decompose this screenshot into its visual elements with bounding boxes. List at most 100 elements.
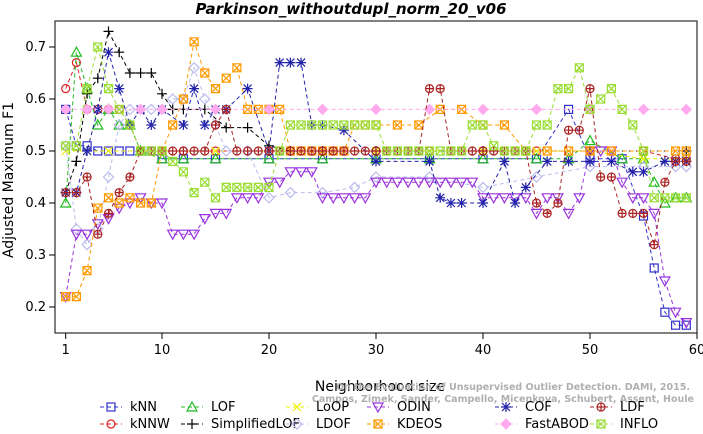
legend-item-simplifiedlof: SimplifiedLOF bbox=[181, 417, 300, 432]
legend-marker-inflo bbox=[596, 419, 606, 429]
y-tick-label: 0.3 bbox=[25, 248, 46, 263]
data-point-kdeos bbox=[542, 146, 552, 156]
data-point-inflo bbox=[296, 120, 306, 130]
data-point-cof bbox=[424, 156, 435, 167]
data-point-odin bbox=[423, 177, 436, 189]
series-ldof bbox=[59, 61, 693, 251]
data-point-knn bbox=[649, 263, 659, 273]
data-point-odin bbox=[658, 276, 671, 288]
data-point-ldf bbox=[168, 146, 178, 156]
data-point-ldof bbox=[124, 103, 136, 116]
data-point-odin bbox=[487, 193, 500, 205]
data-point-inflo bbox=[681, 193, 691, 203]
data-point-ldof bbox=[477, 181, 489, 194]
data-point-odin bbox=[434, 177, 447, 189]
data-point-inflo bbox=[371, 120, 381, 130]
x-tick-label: 1 bbox=[62, 343, 70, 358]
data-point-lof bbox=[530, 152, 543, 164]
y-tick-label: 0.7 bbox=[25, 40, 46, 55]
data-point-odin bbox=[562, 208, 575, 220]
legend-marker-kdeos bbox=[373, 419, 383, 429]
data-point-simplifiedlof bbox=[146, 68, 157, 78]
plot-area bbox=[54, 20, 698, 334]
data-point-odin bbox=[348, 193, 361, 205]
data-point-inflo bbox=[606, 84, 616, 94]
data-point-knn bbox=[670, 320, 681, 330]
data-point-odin bbox=[669, 307, 682, 319]
data-point-cof bbox=[435, 192, 446, 203]
data-point-odin bbox=[455, 177, 468, 189]
data-point-inflo bbox=[617, 104, 627, 114]
legend-label-simplifiedlof: SimplifiedLOF bbox=[211, 417, 300, 432]
data-point-inflo bbox=[392, 146, 402, 156]
data-point-simplifiedlof bbox=[82, 88, 93, 99]
data-point-fastabod bbox=[423, 103, 436, 116]
data-point-kdeos bbox=[392, 120, 402, 130]
data-point-cof bbox=[445, 198, 456, 208]
data-point-cof bbox=[659, 156, 670, 167]
data-point-lof bbox=[476, 152, 490, 164]
data-point-ldf bbox=[596, 172, 606, 182]
data-point-odin bbox=[412, 177, 425, 189]
data-point-inflo bbox=[210, 193, 221, 203]
data-point-inflo bbox=[360, 120, 370, 130]
legend-item-lof: LOF bbox=[181, 400, 236, 415]
data-point-ldof bbox=[220, 145, 233, 157]
data-point-odin bbox=[380, 177, 393, 189]
data-point-inflo bbox=[317, 120, 328, 130]
legend-label-odin: ODIN bbox=[397, 400, 431, 415]
data-point-ldf bbox=[317, 146, 328, 156]
series-line-cof bbox=[65, 52, 687, 205]
data-point-odin bbox=[295, 167, 308, 179]
data-point-odin bbox=[70, 229, 83, 241]
data-point-ldf bbox=[178, 146, 189, 156]
data-point-simplifiedlof bbox=[242, 122, 253, 133]
data-point-lof bbox=[616, 152, 629, 164]
data-point-odin bbox=[680, 318, 693, 329]
data-point-fastabod bbox=[637, 103, 650, 116]
data-point-knn bbox=[660, 307, 670, 317]
legend-item-ldof: LDOF bbox=[286, 417, 351, 432]
data-point-odin bbox=[155, 198, 169, 210]
data-point-inflo bbox=[489, 141, 499, 151]
data-point-odin bbox=[498, 193, 511, 205]
legend-marker-odin bbox=[371, 402, 385, 414]
data-point-odin bbox=[637, 193, 650, 205]
data-point-odin bbox=[123, 198, 136, 210]
data-point-inflo bbox=[178, 167, 188, 177]
data-point-inflo bbox=[521, 146, 531, 156]
data-point-odin bbox=[230, 193, 243, 205]
data-point-inflo bbox=[275, 146, 285, 156]
data-point-odin bbox=[573, 193, 586, 205]
series-odin bbox=[59, 146, 693, 329]
data-point-odin bbox=[262, 177, 276, 189]
data-point-inflo bbox=[382, 146, 392, 156]
data-point-loop bbox=[639, 154, 648, 164]
data-point-ldf bbox=[660, 177, 670, 187]
data-point-ldf bbox=[93, 229, 103, 239]
data-point-inflo bbox=[531, 120, 542, 130]
data-point-kdeos bbox=[125, 193, 135, 203]
y-axis: 0.2 0.3 0.4 0.5 0.6 0.7 bbox=[25, 40, 55, 315]
legend-item-loop: LoOP bbox=[286, 400, 349, 415]
data-point-lof bbox=[209, 152, 222, 164]
data-point-ldf bbox=[638, 208, 649, 218]
data-point-odin bbox=[327, 193, 340, 205]
data-point-ldof bbox=[166, 93, 179, 105]
series-line-inflo bbox=[65, 46, 687, 199]
x-tick-label: 10 bbox=[154, 343, 171, 358]
data-point-inflo bbox=[103, 84, 114, 94]
data-point-inflo bbox=[457, 146, 467, 156]
series-kdeos bbox=[61, 37, 691, 302]
data-point-inflo bbox=[232, 182, 242, 192]
data-point-inflo bbox=[157, 146, 167, 156]
data-point-ldf bbox=[189, 146, 199, 156]
data-point-fastabod bbox=[209, 103, 222, 116]
legend-label-cof: COF bbox=[525, 400, 552, 415]
data-point-ldf bbox=[478, 146, 488, 156]
data-point-knn bbox=[681, 320, 691, 330]
watermark-citation: On the Evaluation of Unsupervised Outlie… bbox=[336, 382, 690, 393]
series-line-lof bbox=[65, 52, 687, 204]
chart-title: Parkinson_withoutdupl_norm_20_v06 bbox=[195, 0, 506, 18]
